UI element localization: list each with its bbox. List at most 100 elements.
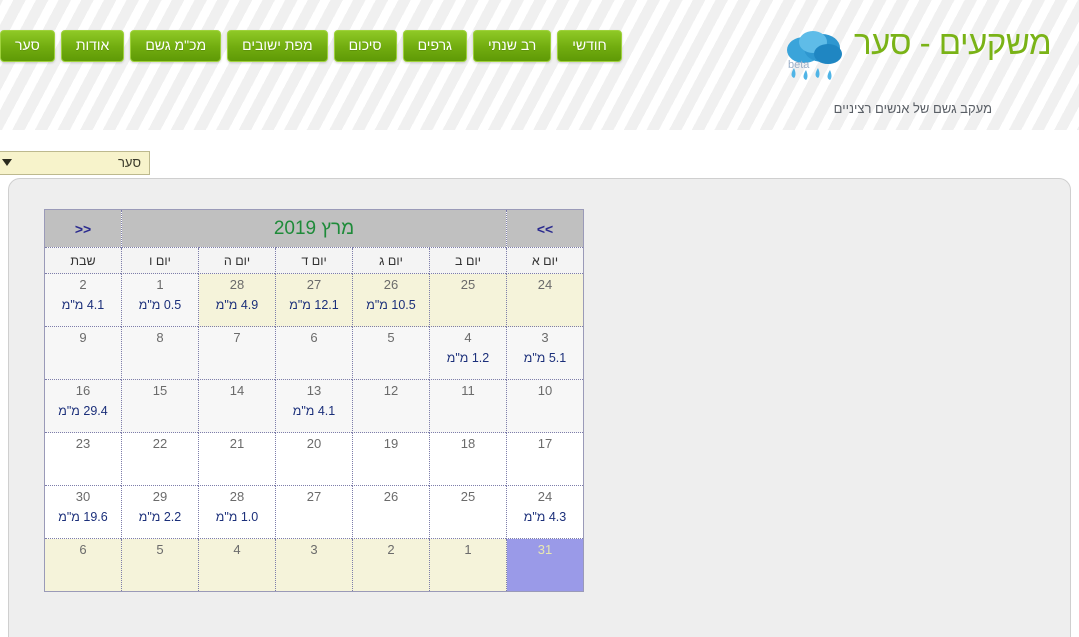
calendar-day-cell[interactable]: 12 <box>352 379 430 433</box>
calendar-day-cell[interactable]: 1 <box>429 538 507 592</box>
calendar-day-cell[interactable]: 29 2.2 מ"מ <box>121 485 199 539</box>
station-select-value: סער <box>117 155 141 170</box>
calendar-day-cell[interactable]: 10 <box>506 379 584 433</box>
calendar-day-number: 5 <box>387 330 395 345</box>
calendar-day-cell[interactable]: 27 12.1 מ"מ <box>275 273 353 327</box>
calendar-day-cell[interactable]: 27 <box>275 485 353 539</box>
calendar-day-number: 15 <box>152 383 168 398</box>
calendar-day-number: 16 <box>75 383 91 398</box>
calendar-day-number: 4 <box>233 542 241 557</box>
calendar-rainfall-amount: 10.5 מ"מ <box>366 298 416 313</box>
calendar-day-cell[interactable]: 24 4.3 מ"מ <box>506 485 584 539</box>
calendar-day-cell[interactable]: 22 <box>121 432 199 486</box>
calendar-day-cell[interactable]: 23 <box>44 432 122 486</box>
calendar-day-number: 28 <box>229 489 245 504</box>
calendar-day-number: 1 <box>156 277 164 292</box>
calendar-day-cell[interactable]: 30 19.6 מ"מ <box>44 485 122 539</box>
calendar-day-number: 22 <box>152 436 168 451</box>
calendar-day-cell[interactable]: 6 <box>44 538 122 592</box>
calendar-day-cell[interactable]: 3 <box>275 538 353 592</box>
calendar-rainfall-amount: 4.1 מ"מ <box>61 298 105 313</box>
calendar-day-cell[interactable]: 5 <box>352 326 430 380</box>
calendar-day-cell[interactable]: 2 <box>352 538 430 592</box>
calendar-day-cell[interactable]: 25 <box>429 485 507 539</box>
calendar-day-number: 3 <box>541 330 549 345</box>
calendar-day-number: 30 <box>75 489 91 504</box>
calendar-day-cell[interactable]: 1 0.5 מ"מ <box>121 273 199 327</box>
nav-tab-7[interactable]: סער <box>0 30 55 63</box>
calendar-day-cell[interactable]: 26 10.5 מ"מ <box>352 273 430 327</box>
calendar-rainfall-amount: 4.1 מ"מ <box>292 404 336 419</box>
calendar-day-cell[interactable]: 6 <box>275 326 353 380</box>
calendar-day-number: 11 <box>461 383 475 398</box>
calendar-day-number: 9 <box>79 330 87 345</box>
calendar-day-cell[interactable]: 8 <box>121 326 199 380</box>
calendar-day-cell[interactable]: 4 <box>198 538 276 592</box>
calendar-day-cell[interactable]: 11 <box>429 379 507 433</box>
rainfall-calendar: >> מרץ 2019 << יום א יום ב יום ג יום ד יום ה יום… <box>44 209 584 592</box>
calendar-dayname: יום א <box>506 247 584 274</box>
calendar-day-number: 2 <box>79 277 87 292</box>
calendar-day-number: 6 <box>310 330 318 345</box>
calendar-day-cell[interactable]: 13 4.1 מ"מ <box>275 379 353 433</box>
calendar-day-cell[interactable]: 16 29.4 מ"מ <box>44 379 122 433</box>
calendar-day-cell[interactable]: 14 <box>198 379 276 433</box>
site-title: משקעים - סער <box>854 24 1052 61</box>
calendar-day-cell[interactable]: 7 <box>198 326 276 380</box>
nav-tab-4[interactable]: מפת ישובים <box>227 30 328 63</box>
calendar-dayname: יום ב <box>429 247 507 274</box>
calendar-header-row: >> מרץ 2019 << <box>44 209 584 248</box>
calendar-day-number: 26 <box>383 277 399 292</box>
main-content-panel: מצטבר לעונה נוכחית663.6 מ"מממוצע רב עונת… <box>8 178 1071 637</box>
calendar-day-cell[interactable]: 24 <box>506 273 584 327</box>
calendar-day-cell[interactable]: 3 5.1 מ"מ <box>506 326 584 380</box>
calendar-day-cell[interactable]: 26 <box>352 485 430 539</box>
calendar-day-cell[interactable]: 17 <box>506 432 584 486</box>
calendar-day-cell[interactable]: 28 4.9 מ"מ <box>198 273 276 327</box>
calendar-day-number: 25 <box>460 489 476 504</box>
calendar-day-number: 25 <box>460 277 476 292</box>
calendar-day-cell[interactable]: 31 <box>506 538 584 592</box>
calendar-next-month-button[interactable]: << <box>44 209 122 248</box>
calendar-day-number: 6 <box>79 542 87 557</box>
calendar-dayname: יום ד <box>275 247 353 274</box>
calendar-day-number: 29 <box>152 489 168 504</box>
calendar-day-number: 23 <box>75 436 91 451</box>
calendar-week-row: 17 18 19 20 21 22 23 <box>44 432 584 486</box>
calendar-day-number: 13 <box>306 383 322 398</box>
nav-tab-5[interactable]: מכ"מ גשם <box>130 30 222 63</box>
calendar-day-cell[interactable]: 18 <box>429 432 507 486</box>
calendar-rainfall-amount: 29.4 מ"מ <box>58 404 108 419</box>
calendar-day-cell[interactable]: 15 <box>121 379 199 433</box>
nav-tab-2[interactable]: גרפים <box>402 30 467 63</box>
calendar-day-cell[interactable]: 19 <box>352 432 430 486</box>
calendar-day-cell[interactable]: 21 <box>198 432 276 486</box>
calendar-day-number: 3 <box>310 542 318 557</box>
nav-tab-0[interactable]: חודשי <box>557 30 622 63</box>
nav-tab-3[interactable]: סיכום <box>333 30 397 63</box>
calendar-day-cell[interactable]: 9 <box>44 326 122 380</box>
calendar-week-row: 24 4.3 מ"מ 25 26 27 28 1.0 מ"מ 29 2.2 מ"מ 30 19.6 … <box>44 485 584 539</box>
nav-tab-1[interactable]: רב שנתי <box>472 30 552 63</box>
site-tagline: מעקב גשם של אנשים רציניים <box>833 101 992 116</box>
calendar-day-number: 14 <box>229 383 245 398</box>
station-select[interactable]: סער <box>0 151 150 175</box>
calendar-day-number: 24 <box>537 277 553 292</box>
calendar-dayname: יום ה <box>198 247 276 274</box>
calendar-rainfall-amount: 1.2 מ"מ <box>446 351 490 366</box>
calendar-day-number: 18 <box>460 436 476 451</box>
calendar-day-cell[interactable]: 20 <box>275 432 353 486</box>
calendar-day-cell[interactable]: 4 1.2 מ"מ <box>429 326 507 380</box>
calendar-prev-month-button[interactable]: >> <box>506 209 584 248</box>
rain-cloud-icon <box>780 28 846 89</box>
calendar-dayname: יום ג <box>352 247 430 274</box>
site-header: משקעים - סער beta מעקב גשם של אנשים רצינ… <box>780 18 1070 118</box>
chevron-down-icon <box>2 159 12 166</box>
nav-tab-6[interactable]: אודות <box>60 30 125 63</box>
calendar-day-cell[interactable]: 28 1.0 מ"מ <box>198 485 276 539</box>
calendar-day-cell[interactable]: 5 <box>121 538 199 592</box>
calendar-day-cell[interactable]: 2 4.1 מ"מ <box>44 273 122 327</box>
calendar-day-number: 1 <box>464 542 472 557</box>
calendar-day-cell[interactable]: 25 <box>429 273 507 327</box>
main-navigation: חודשי רב שנתי גרפים סיכום מפת ישובים מכ"מ גשם… <box>0 30 1079 63</box>
